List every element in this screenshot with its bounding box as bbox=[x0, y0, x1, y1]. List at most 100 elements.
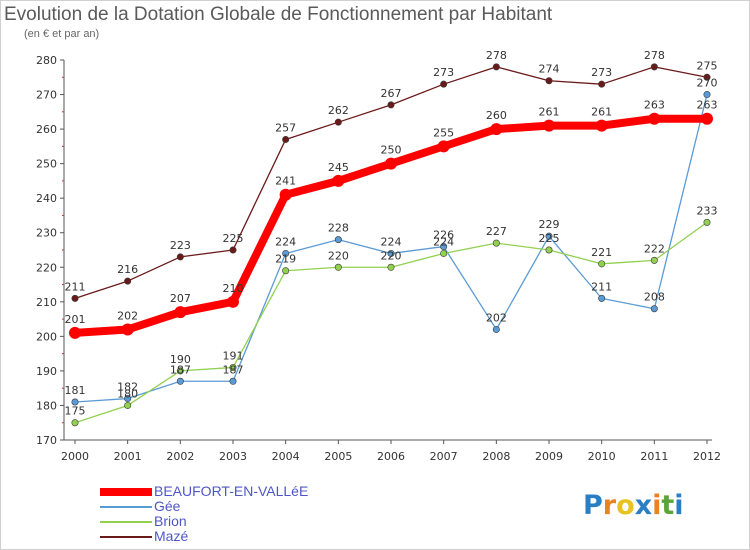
data-point bbox=[598, 80, 606, 88]
data-label: 224 bbox=[381, 235, 402, 248]
data-label: 190 bbox=[170, 353, 191, 366]
data-point bbox=[598, 294, 606, 302]
data-point bbox=[282, 135, 290, 143]
data-point bbox=[282, 267, 290, 275]
data-point bbox=[332, 174, 345, 187]
legend-item: Mazé bbox=[100, 529, 308, 544]
data-point bbox=[124, 401, 132, 409]
data-point bbox=[71, 294, 79, 302]
data-label: 221 bbox=[591, 246, 612, 259]
data-point bbox=[229, 377, 237, 385]
data-point bbox=[334, 263, 342, 271]
y-tick-label: 180 bbox=[36, 399, 57, 412]
data-label: 210 bbox=[223, 282, 244, 295]
data-point bbox=[124, 395, 132, 403]
legend-item: Brion bbox=[100, 514, 308, 529]
x-tick-label: 2011 bbox=[640, 450, 668, 463]
data-point bbox=[387, 263, 395, 271]
data-labels: 211 216 223 225 257 262 267 273 278 274 273 278 275 1… bbox=[65, 49, 718, 418]
data-label: 261 bbox=[539, 106, 560, 119]
data-label: 263 bbox=[697, 99, 718, 112]
data-point bbox=[598, 260, 606, 268]
x-tick-label: 2005 bbox=[324, 450, 352, 463]
data-point bbox=[492, 325, 500, 333]
data-label: 211 bbox=[591, 280, 612, 293]
data-point bbox=[334, 236, 342, 244]
data-label: 257 bbox=[275, 121, 296, 134]
legend-label: Gée bbox=[154, 498, 181, 514]
data-label: 228 bbox=[328, 222, 349, 235]
data-label: 275 bbox=[697, 59, 718, 72]
data-label: 211 bbox=[65, 280, 86, 293]
data-label: 208 bbox=[644, 291, 665, 304]
data-point bbox=[176, 377, 184, 385]
data-point bbox=[703, 218, 711, 226]
logo-letter: i bbox=[652, 490, 662, 521]
logo-letter: i bbox=[674, 490, 684, 521]
data-point bbox=[437, 140, 450, 153]
data-point bbox=[703, 91, 711, 99]
data-label: 250 bbox=[381, 144, 402, 157]
axes: 170 180 190 200 210 220 230 240 250 260 270 280 2000… bbox=[36, 54, 721, 463]
data-label: 229 bbox=[539, 218, 560, 231]
data-label: 225 bbox=[223, 232, 244, 245]
data-label: 223 bbox=[170, 239, 191, 252]
data-point bbox=[545, 246, 553, 254]
legend-swatch bbox=[100, 520, 152, 523]
data-label: 181 bbox=[65, 384, 86, 397]
data-label: 187 bbox=[170, 363, 191, 376]
x-tick-label: 2006 bbox=[377, 450, 405, 463]
data-point bbox=[545, 77, 553, 85]
data-point bbox=[701, 112, 713, 125]
data-label: 233 bbox=[697, 204, 718, 217]
data-label: 175 bbox=[65, 405, 86, 418]
data-point bbox=[543, 119, 555, 132]
legend-label: Brion bbox=[154, 513, 187, 529]
logo-letter: P bbox=[583, 490, 603, 521]
data-point bbox=[703, 73, 711, 81]
data-point bbox=[440, 249, 448, 257]
data-point bbox=[282, 249, 290, 257]
data-label: 278 bbox=[486, 49, 507, 62]
proxiti-logo: Proxiti bbox=[583, 490, 684, 521]
data-point bbox=[490, 123, 503, 136]
data-point bbox=[334, 118, 342, 126]
legend: BEAUFORT-EN-VALLéE Gée Brion Mazé bbox=[100, 484, 308, 544]
x-tick-label: 2002 bbox=[166, 450, 194, 463]
data-point bbox=[650, 256, 658, 264]
data-point bbox=[648, 112, 661, 125]
data-point bbox=[279, 188, 292, 201]
data-label: 216 bbox=[117, 263, 138, 276]
data-label: 219 bbox=[275, 253, 296, 266]
y-tick-label: 220 bbox=[36, 261, 57, 274]
data-point bbox=[176, 367, 184, 375]
data-point bbox=[387, 101, 395, 109]
legend-swatch bbox=[100, 505, 152, 508]
data-point bbox=[227, 295, 239, 308]
data-point bbox=[174, 306, 187, 319]
data-label: 220 bbox=[328, 249, 349, 262]
x-tick-label: 2003 bbox=[219, 450, 247, 463]
y-tick-label: 170 bbox=[36, 434, 57, 447]
legend-swatch bbox=[100, 487, 152, 496]
data-point bbox=[124, 277, 132, 285]
data-label: 225 bbox=[539, 232, 560, 245]
data-label: 260 bbox=[486, 109, 507, 122]
data-label: 226 bbox=[433, 229, 454, 242]
data-point bbox=[595, 119, 608, 132]
data-point bbox=[121, 323, 134, 336]
legend-item: Gée bbox=[100, 499, 308, 514]
chart-title: Evolution de la Dotation Globale de Fonc… bbox=[4, 4, 553, 25]
data-label: 278 bbox=[644, 49, 665, 62]
y-tick-label: 270 bbox=[36, 89, 57, 102]
data-point bbox=[492, 63, 500, 71]
data-label: 201 bbox=[65, 313, 86, 326]
logo-letter: t bbox=[661, 490, 675, 521]
x-tick-label: 2008 bbox=[482, 450, 510, 463]
y-tick-label: 190 bbox=[36, 365, 57, 378]
data-point bbox=[385, 157, 397, 170]
data-label: 207 bbox=[170, 292, 191, 305]
data-label: 261 bbox=[591, 106, 612, 119]
data-point bbox=[71, 398, 79, 406]
